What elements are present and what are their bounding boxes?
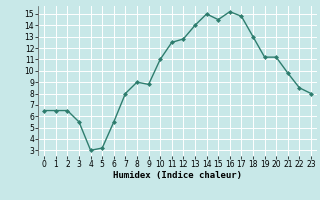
X-axis label: Humidex (Indice chaleur): Humidex (Indice chaleur) [113, 171, 242, 180]
